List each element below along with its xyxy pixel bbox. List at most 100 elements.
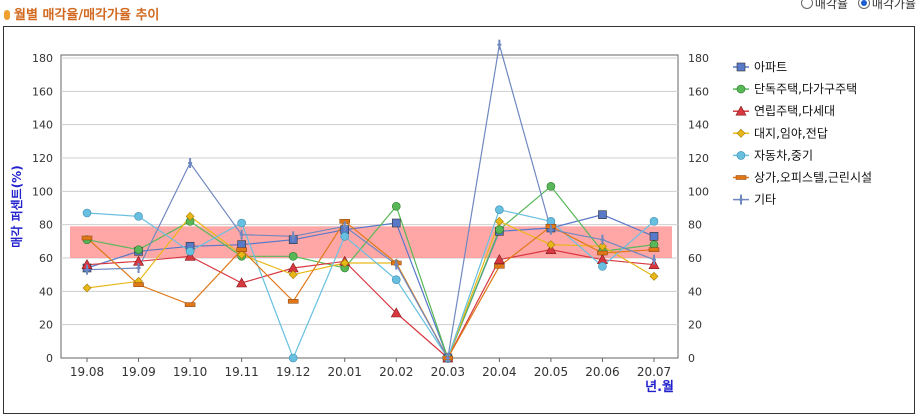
legend-marker-shape [735, 175, 747, 180]
data-point [649, 217, 659, 226]
data-point-shape [649, 232, 659, 241]
x-tick-label: 19.10 [173, 365, 207, 379]
data-point-shape [545, 244, 557, 254]
data-point-shape [134, 212, 143, 221]
x-tick-label: 19.11 [224, 365, 258, 379]
data-point [598, 262, 607, 271]
rate-toggle: 매각율 매각가율 [795, 0, 916, 12]
data-point [85, 264, 89, 275]
data-point [133, 282, 144, 287]
data-point-shape [391, 275, 401, 284]
data-point [648, 247, 660, 252]
y-tick-label-right: 180 [688, 52, 709, 65]
legend-marker-shape [736, 84, 746, 94]
data-point-shape [82, 208, 92, 218]
data-point [134, 212, 143, 221]
data-point-shape [649, 271, 659, 281]
legend-marker-shape [735, 105, 747, 116]
data-point-shape [236, 277, 248, 288]
y-tick-label-right: 140 [688, 119, 709, 132]
radio-sale-rate[interactable]: 매각율 [800, 0, 848, 12]
bullet-icon [4, 10, 10, 20]
data-point [445, 353, 450, 363]
data-point [342, 221, 347, 232]
series-line-3 [86, 249, 655, 359]
plot-area [60, 54, 679, 359]
data-point [497, 39, 502, 50]
data-point [494, 264, 505, 269]
data-point [546, 240, 556, 250]
data-point [649, 271, 659, 281]
legend-marker [736, 84, 746, 94]
data-point-shape [495, 225, 504, 234]
radio-sale-price-rate[interactable]: 매각가율 [857, 0, 916, 12]
y-tick-label-left: 40 [39, 285, 53, 298]
data-point-shape [184, 302, 196, 307]
x-tick-label: 19.09 [121, 365, 155, 379]
data-point-shape [237, 250, 247, 260]
chart-title: 월별 매각율/매각가율 추이 [4, 4, 159, 23]
data-point [597, 250, 608, 256]
series-line-5 [86, 208, 655, 360]
y-axis-title: 매각 퍼센트(%) [9, 165, 24, 247]
legend-marker [739, 194, 743, 205]
data-point [340, 258, 350, 268]
radio-icon [800, 0, 813, 9]
legend-marker [736, 62, 746, 72]
data-point [495, 225, 504, 234]
data-point [600, 234, 605, 245]
data-point-shape [494, 264, 505, 269]
chart-title-text: 월별 매각율/매각가율 추이 [14, 8, 160, 23]
legend-label: 연립주택,다세대 [754, 104, 835, 118]
data-point [82, 208, 92, 218]
y-tick-label-left: 140 [32, 119, 53, 132]
y-tick-label-right: 60 [688, 252, 702, 265]
y-tick-label-right: 80 [688, 219, 702, 232]
data-point-shape [391, 218, 401, 228]
x-tick-label: 20.05 [534, 365, 568, 379]
x-tick-label: 19.08 [70, 365, 104, 379]
data-point-shape [185, 211, 195, 221]
x-tick-label: 20.04 [482, 365, 516, 379]
y-tick-label-left: 20 [39, 319, 53, 332]
data-point [652, 254, 656, 265]
data-point [546, 182, 556, 191]
data-point [184, 302, 196, 307]
x-tick-label: 20.01 [328, 365, 362, 379]
y-tick-label-right: 40 [688, 285, 702, 298]
x-tick-label: 19.12 [276, 365, 310, 379]
y-tick-label-right: 160 [688, 85, 709, 98]
y-tick-label-right: 100 [688, 185, 709, 198]
data-point [82, 283, 92, 293]
data-point-shape [287, 299, 299, 304]
data-point-shape [546, 182, 556, 191]
data-point-shape [391, 202, 401, 211]
series-line-2 [86, 185, 655, 360]
legend-marker [735, 105, 747, 116]
y-tick-label-left: 0 [46, 352, 53, 365]
legend-label: 상가,오피스텔,근린시설 [754, 171, 872, 185]
data-point-shape [597, 250, 608, 256]
data-point-shape [598, 210, 607, 219]
legend-marker-shape [736, 151, 746, 160]
data-point [391, 202, 401, 211]
y-tick-label-left: 100 [32, 185, 53, 198]
data-point [185, 247, 195, 256]
data-point [288, 270, 298, 280]
legend-marker [735, 175, 747, 180]
data-point [237, 250, 247, 260]
series-line-7 [86, 44, 655, 360]
series-line-1 [86, 214, 655, 360]
data-point [136, 263, 141, 273]
data-point-shape [288, 252, 298, 261]
data-point [545, 244, 557, 254]
y-tick-label-left: 180 [32, 52, 53, 65]
x-tick-label: 20.03 [431, 365, 465, 379]
data-point [291, 231, 296, 242]
y-tick-label-right: 20 [688, 319, 702, 332]
series-line-4 [86, 215, 655, 360]
data-point [185, 211, 195, 221]
data-point [390, 307, 402, 318]
y-tick-label-left: 160 [32, 85, 53, 98]
data-point [239, 229, 244, 240]
